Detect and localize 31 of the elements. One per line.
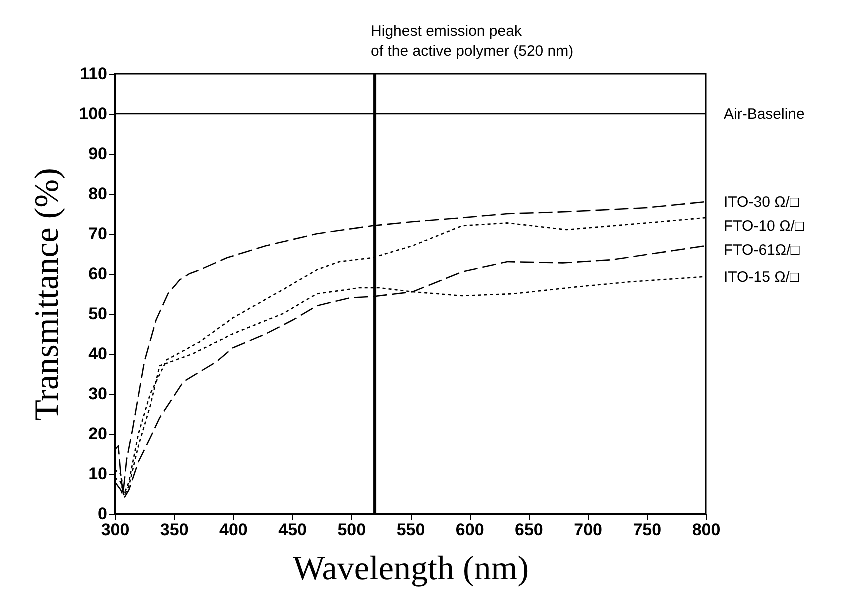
x-tick-label: 600: [456, 520, 484, 540]
x-tick-label: 800: [692, 520, 721, 540]
y-tick-label: 60: [88, 264, 108, 284]
y-tick-label: 30: [88, 384, 108, 404]
series-label: FTO-61Ω/□: [724, 242, 801, 259]
y-tick-label: 50: [88, 304, 108, 324]
x-tick-label: 700: [574, 520, 602, 540]
y-tick-label: 90: [88, 144, 108, 164]
y-tick-label: 20: [88, 424, 108, 444]
y-tick-label: 100: [79, 104, 108, 124]
y-axis-title: Transmittance (%): [29, 168, 66, 421]
series-label: FTO-10 Ω/□: [724, 218, 805, 235]
y-tick-label: 70: [88, 224, 108, 244]
y-tick-label: 40: [88, 344, 108, 364]
y-tick-label: 10: [88, 464, 108, 484]
y-tick-label: 110: [80, 64, 108, 84]
y-tick-label: 80: [88, 184, 108, 204]
x-tick-label: 450: [278, 520, 307, 540]
y-tick-label: 0: [98, 504, 108, 524]
x-tick-label: 300: [101, 520, 130, 540]
x-tick-label: 500: [338, 520, 366, 540]
x-tick-label: 750: [633, 520, 662, 540]
series-label: ITO-30 Ω/□: [724, 194, 800, 211]
x-tick-label: 650: [515, 520, 544, 540]
x-tick-label: 400: [220, 520, 248, 540]
ref-line-label: Highest emission peak of the active polymer (520 nm): [371, 23, 574, 60]
x-tick-label: 550: [396, 520, 426, 540]
series-label: ITO-15 Ω/□: [724, 268, 800, 286]
x-tick-label: 350: [160, 520, 189, 540]
x-axis-title: Wavelength (nm): [292, 550, 530, 588]
series-label: Air-Baseline: [724, 106, 805, 123]
